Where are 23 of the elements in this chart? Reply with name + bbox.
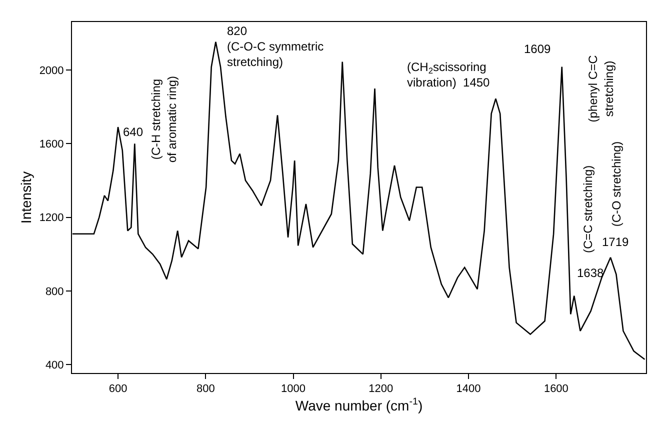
x-tick-label: 600: [108, 383, 128, 396]
annotation: 640: [123, 125, 144, 139]
x-tick-label: 1400: [456, 383, 481, 396]
annotation: (CH$_{2}$scissoring vibration) 1450: [407, 60, 490, 90]
annotation: (phenyl C=C stretching): [586, 54, 616, 122]
y-tick-label: 2000: [39, 64, 64, 77]
annotation: (C-H stretching of aromatic ring): [149, 76, 179, 163]
y-axis-title: Intensity: [18, 171, 34, 224]
y-tick-label: 1600: [39, 138, 64, 150]
x-tick-label: 1000: [281, 383, 306, 396]
annotation: 1719: [602, 235, 630, 249]
annotation: 1638: [577, 266, 604, 280]
annotation: (C-O stretching): [610, 141, 624, 227]
x-tick-label: 800: [196, 383, 215, 396]
x-tick-label: 1600: [544, 383, 568, 396]
x-axis-title: Wave number (cm$^{-1}$): [295, 396, 423, 414]
y-tick-label: 800: [45, 286, 64, 298]
x-tick-label: 1200: [368, 383, 394, 396]
y-tick-label: 400: [45, 360, 64, 372]
annotation: 820 (C-O-C symmetric stretching): [227, 24, 324, 70]
annotation: 1609: [524, 42, 552, 56]
y-tick-label: 1200: [39, 212, 64, 224]
annotation: (C=C stretching): [581, 165, 596, 254]
